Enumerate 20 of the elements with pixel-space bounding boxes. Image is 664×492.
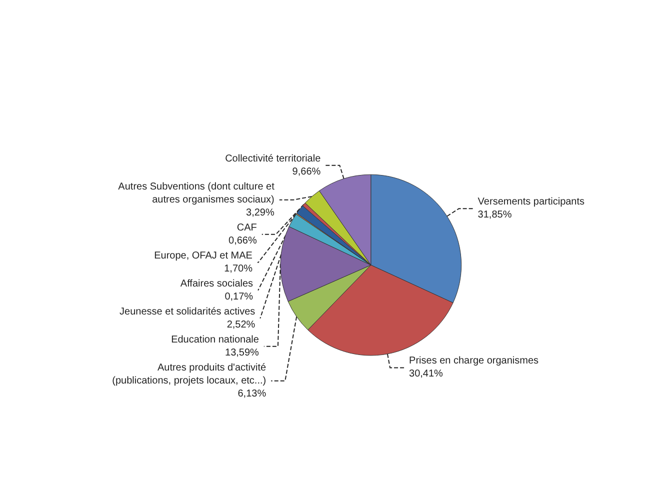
data-label: 6,13% — [238, 388, 266, 400]
data-label: 0,66% — [228, 235, 257, 246]
data-label: 13,59% — [225, 347, 260, 358]
data-label: 2,52% — [226, 319, 256, 330]
data-label: 1,70% — [224, 263, 253, 274]
slice-label: Autres Subventions (dont culture et autres organismes sociaux) — [118, 181, 275, 206]
slice-label: Education nationale — [171, 334, 260, 346]
slice-label: Autres produits d'activité (publications, projets locaux, etc...) — [112, 362, 267, 386]
slice-label: Prises en charge organismes — [409, 356, 539, 367]
data-label: 3,29% — [246, 207, 274, 218]
slice-label: Collectivité territoriale — [225, 153, 322, 164]
data-label: 0,17% — [224, 291, 254, 302]
slice-label: Europe, OFAJ et MAE — [154, 250, 253, 262]
slice-label: Jeunesse et solidarités actives — [120, 306, 256, 318]
slice-label: Affaires sociales — [180, 278, 254, 290]
data-label: 31,85% — [478, 210, 512, 221]
data-label: 9,66% — [292, 166, 321, 178]
data-label: 30,41% — [409, 368, 444, 380]
slice-label: CAF — [236, 222, 257, 234]
slice-label: Versements participants — [478, 196, 585, 208]
